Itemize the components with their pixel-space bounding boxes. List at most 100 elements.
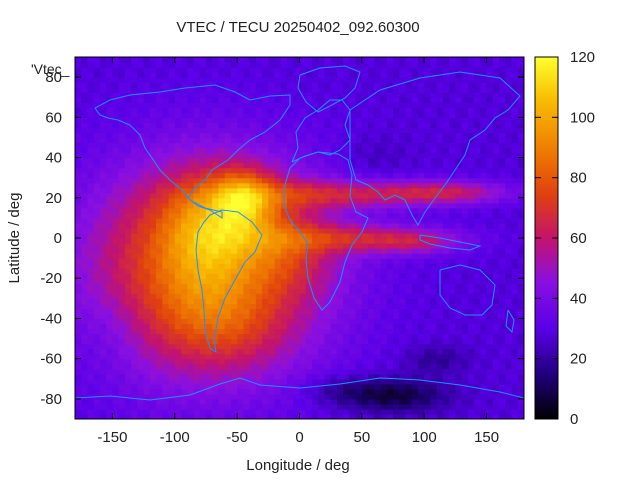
heatmap-cell <box>368 112 375 118</box>
heatmap-cell <box>486 403 494 410</box>
heatmap-cell <box>75 142 82 149</box>
heatmap-cell <box>455 268 463 274</box>
heatmap-cell <box>505 313 513 320</box>
heatmap-cell <box>499 343 506 350</box>
heatmap-cell <box>430 117 438 123</box>
heatmap-cell <box>417 207 425 214</box>
heatmap-cell <box>143 353 151 360</box>
heatmap-cell <box>405 77 413 83</box>
heatmap-cell <box>417 323 425 330</box>
heatmap-cell <box>255 283 263 289</box>
heatmap-cell <box>474 348 481 355</box>
heatmap-cell <box>486 243 494 249</box>
heatmap-cell <box>411 398 419 405</box>
heatmap-cell <box>168 348 176 355</box>
heatmap-cell <box>249 182 257 189</box>
heatmap-cell <box>75 197 82 204</box>
heatmap-cell <box>417 212 425 219</box>
heatmap-cell <box>361 283 369 289</box>
heatmap-cell <box>193 313 201 320</box>
heatmap-cell <box>499 403 506 410</box>
heatmap-cell <box>386 348 394 355</box>
heatmap-cell <box>274 403 282 410</box>
heatmap-cell <box>162 258 170 264</box>
heatmap-cell <box>124 313 132 320</box>
heatmap-cell <box>474 373 481 380</box>
heatmap-cell <box>99 157 107 164</box>
heatmap-cell <box>480 278 488 284</box>
heatmap-cell <box>143 102 151 108</box>
heatmap-cell <box>499 378 506 385</box>
heatmap-cell <box>212 87 220 93</box>
heatmap-cell <box>411 127 419 134</box>
heatmap-cell <box>455 72 463 78</box>
heatmap-cell <box>131 298 138 304</box>
heatmap-cell <box>99 263 107 269</box>
heatmap-cell <box>361 408 369 415</box>
heatmap-cell <box>143 338 151 345</box>
heatmap-cell <box>106 227 114 234</box>
heatmap-cell <box>224 273 232 279</box>
heatmap-cell <box>467 72 475 78</box>
heatmap-cell <box>499 338 506 345</box>
heatmap-cell <box>212 132 220 139</box>
heatmap-cell <box>249 192 257 199</box>
heatmap-cell <box>124 293 132 299</box>
heatmap-cell <box>293 413 301 419</box>
heatmap-cell <box>205 102 213 108</box>
heatmap-cell <box>293 192 301 199</box>
heatmap-cell <box>237 238 244 244</box>
heatmap-cell <box>486 157 494 164</box>
heatmap-cell <box>174 268 182 274</box>
heatmap-cell <box>355 117 363 123</box>
heatmap-cell <box>237 403 244 410</box>
heatmap-cell <box>411 328 419 335</box>
heatmap-cell <box>249 313 257 320</box>
heatmap-cell <box>75 67 82 73</box>
heatmap-cell <box>305 323 313 330</box>
heatmap-cell <box>174 107 182 113</box>
heatmap-cell <box>224 107 232 113</box>
heatmap-cell <box>162 102 170 108</box>
heatmap-cell <box>131 383 138 390</box>
heatmap-cell <box>324 338 332 345</box>
heatmap-cell <box>187 368 195 375</box>
heatmap-cell <box>374 408 382 415</box>
heatmap-cell <box>368 288 375 294</box>
heatmap-cell <box>280 413 288 419</box>
heatmap-cell <box>137 97 145 103</box>
heatmap-cell <box>374 308 382 315</box>
heatmap-cell <box>393 102 400 108</box>
heatmap-cell <box>480 82 488 88</box>
heatmap-cell <box>305 187 313 194</box>
heatmap-cell <box>492 353 500 360</box>
heatmap-cell <box>255 298 263 304</box>
heatmap-cell <box>311 398 319 405</box>
heatmap-cell <box>262 248 269 254</box>
heatmap-cell <box>168 207 176 214</box>
heatmap-cell <box>361 308 369 315</box>
heatmap-cell <box>243 243 251 249</box>
heatmap-cell <box>75 398 82 405</box>
heatmap-cell <box>156 403 163 410</box>
heatmap-cell <box>393 383 400 390</box>
heatmap-cell <box>374 258 382 264</box>
heatmap-cell <box>124 107 132 113</box>
heatmap-cell <box>436 77 444 83</box>
heatmap-cell <box>349 117 357 123</box>
heatmap-cell <box>499 398 506 405</box>
heatmap-cell <box>299 207 307 214</box>
heatmap-cell <box>318 348 326 355</box>
heatmap-cell <box>436 348 444 355</box>
heatmap-cell <box>474 157 481 164</box>
heatmap-cell <box>430 293 438 299</box>
heatmap-cell <box>305 227 313 234</box>
heatmap-cell <box>405 162 413 169</box>
heatmap-cell <box>249 238 257 244</box>
heatmap-cell <box>336 348 344 355</box>
heatmap-cell <box>237 383 244 390</box>
heatmap-cell <box>343 263 350 269</box>
heatmap-cell <box>106 192 114 199</box>
heatmap-cell <box>112 197 120 204</box>
heatmap-cell <box>106 308 114 315</box>
